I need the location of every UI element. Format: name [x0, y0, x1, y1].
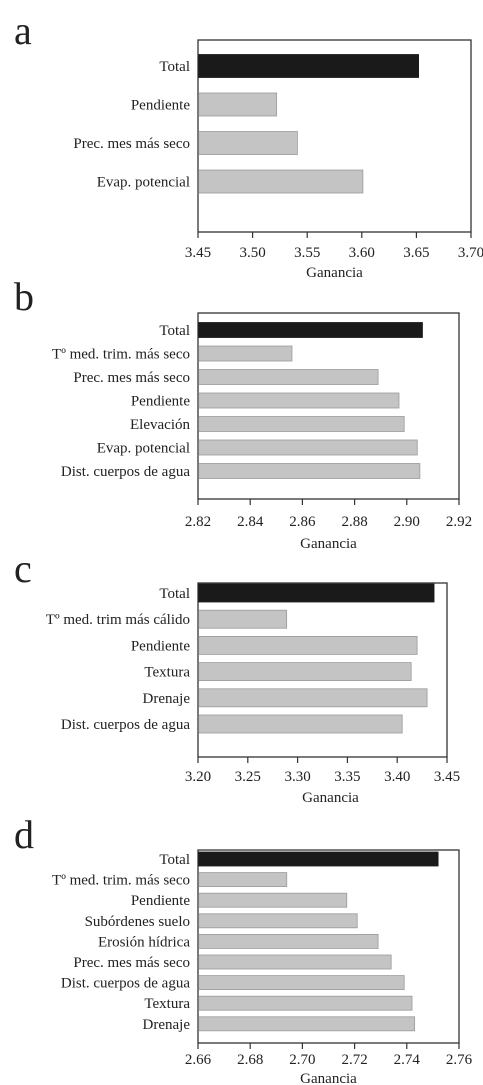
chart-a-bar [198, 92, 278, 117]
chart-d-panel: d Total Tº med. trim. más seco Pendiente Sub… [14, 812, 473, 1085]
chart-d-category-label: Tº med. trim. más seco [52, 873, 190, 889]
chart-c-tick-label: 3.25 [235, 769, 261, 785]
chart-c-tick-label: 3.20 [185, 769, 211, 785]
chart-b-panel-label: b [14, 274, 34, 319]
chart-b-category-label: Prec. mes más seco [73, 370, 190, 386]
chart-d-category-label: Dist. cuerpos de agua [61, 976, 190, 992]
chart-c-bar [198, 636, 418, 655]
chart-b-tick-label: 2.84 [237, 514, 264, 530]
chart-a-tick-label: 3.50 [239, 245, 265, 261]
chart-c-plot-frame [197, 582, 448, 758]
chart-a-tick-label: 3.65 [403, 245, 429, 261]
chart-c-category-label: Textura [144, 665, 190, 681]
chart-a-bar [198, 131, 298, 155]
chart-b-tick-label: 2.82 [185, 514, 211, 530]
chart-c-tick-label: 3.45 [434, 769, 460, 785]
chart-d-bar [198, 851, 439, 867]
chart-d-bar [198, 892, 348, 908]
chart-d-category-label: Prec. mes más seco [73, 955, 190, 971]
chart-b-plot-frame [197, 312, 460, 500]
chart-b-xaxis-label: Ganancia [300, 536, 357, 552]
chart-a-xaxis-label: Ganancia [306, 265, 363, 281]
chart-a-bar [198, 169, 364, 194]
chart-c-category-label: Drenaje [143, 691, 191, 707]
chart-b-bar [198, 345, 293, 362]
chart-a-category-label: Evap. potencial [97, 175, 190, 191]
chart-d-bar [198, 934, 379, 949]
chart-a-tick-label: 3.60 [349, 245, 375, 261]
chart-b-tick-label: 2.92 [446, 514, 472, 530]
chart-a-tick-label: 3.45 [185, 245, 211, 261]
chart-b-category-label: Tº med. trim. más seco [52, 347, 190, 363]
chart-d-tick-label: 2.66 [185, 1052, 212, 1068]
chart-b-bar [198, 463, 421, 479]
chart-d-category-label: Drenaje [143, 1017, 191, 1033]
chart-c-bar [198, 583, 435, 603]
chart-d-category-label: Erosión hídrica [98, 934, 190, 950]
chart-d-category-label: Total [159, 852, 190, 868]
chart-b-tick-label: 2.86 [289, 514, 316, 530]
chart-a-category-label: Prec. mes más seco [73, 136, 190, 152]
chart-c-tick-label: 3.40 [384, 769, 410, 785]
chart-a-panel-label: a [14, 8, 32, 53]
chart-d-bar [198, 995, 413, 1011]
chart-b-bar [198, 416, 405, 432]
chart-c-bar [198, 688, 428, 708]
chart-d-bar [198, 1016, 416, 1032]
chart-b-bar [198, 369, 379, 385]
chart-b-category-label: Total [159, 323, 190, 339]
chart-b-panel: b Total Tº med. trim. más seco Prec. mes má… [14, 274, 472, 552]
chart-d-tick-label: 2.74 [394, 1052, 421, 1068]
chart-a-tick-label: 3.55 [294, 245, 320, 261]
chart-c-category-label: Dist. cuerpos de agua [61, 717, 190, 733]
chart-b-bar [198, 439, 418, 456]
chart-d-tick-label: 2.70 [289, 1052, 315, 1068]
chart-d-xaxis-label: Ganancia [300, 1071, 357, 1085]
chart-d-tick-label: 2.76 [446, 1052, 473, 1068]
chart-d-tick-label: 2.68 [237, 1052, 263, 1068]
chart-c-category-label: Pendiente [131, 638, 190, 654]
chart-d-bar [198, 872, 288, 887]
chart-b-category-label: Pendiente [131, 394, 190, 410]
chart-c-bar [198, 609, 288, 629]
chart-c-bar [198, 662, 412, 681]
chart-b-category-label: Dist. cuerpos de agua [61, 464, 190, 480]
chart-c-category-label: Total [159, 586, 190, 602]
chart-c-panel-label: c [14, 546, 32, 591]
chart-d-tick-label: 2.72 [341, 1052, 367, 1068]
chart-b-bar [198, 322, 423, 338]
chart-b-category-label: Evap. potencial [97, 441, 190, 457]
chart-c-xaxis-label: Ganancia [302, 790, 359, 806]
chart-a-tick-label: 3.70 [458, 245, 483, 261]
chart-c-category-label: Tº med. trim más cálido [46, 612, 190, 628]
chart-b-tick-label: 2.88 [341, 514, 367, 530]
chart-b-tick-label: 2.90 [394, 514, 420, 530]
chart-b-category-label: Elevación [130, 417, 190, 433]
chart-d-category-label: Pendiente [131, 893, 190, 909]
chart-d-category-label: Textura [144, 996, 190, 1012]
chart-a-panel: a Total Pendiente Prec. mes más seco Evap. p… [14, 8, 483, 281]
chart-d-plot-frame [197, 849, 460, 1044]
chart-c-bar [198, 714, 403, 734]
chart-d-category-label: Subórdenes suelo [85, 914, 190, 930]
chart-d-bar [198, 913, 358, 929]
chart-b-bar [198, 392, 400, 409]
chart-d-bar [198, 975, 405, 990]
chart-a-plot-frame [197, 39, 472, 233]
chart-c-tick-label: 3.35 [334, 769, 360, 785]
chart-a-category-label: Total [159, 59, 190, 75]
chart-a-bar [198, 54, 419, 78]
chart-c-panel: c Total Tº med. trim más cálido Pendiente Te… [14, 546, 460, 806]
chart-d-bar [198, 954, 392, 970]
chart-a-category-label: Pendiente [131, 98, 190, 114]
chart-c-tick-label: 3.30 [284, 769, 310, 785]
chart-d-panel-label: d [14, 812, 34, 857]
